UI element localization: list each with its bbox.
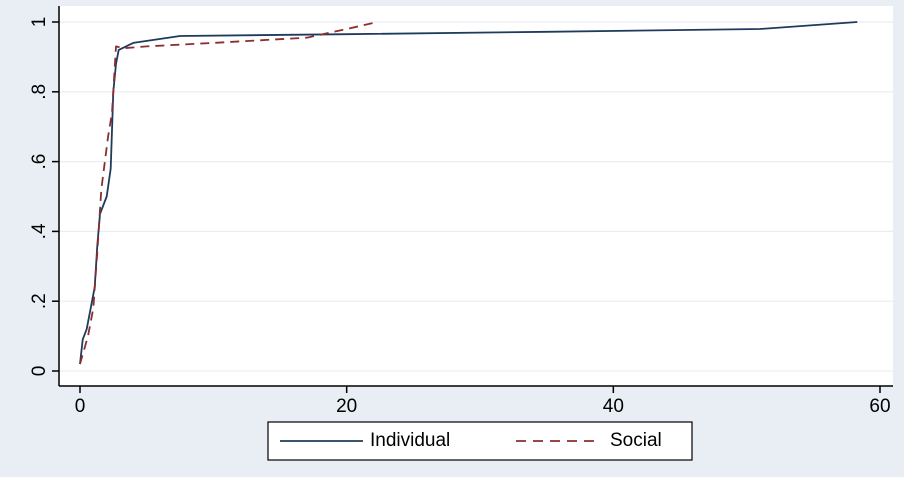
plot-area bbox=[59, 6, 893, 386]
x-tick-label: 40 bbox=[603, 396, 624, 417]
y-tick-label: 0 bbox=[29, 366, 50, 377]
legend-label-individual: Individual bbox=[370, 430, 450, 451]
x-tick-label: 60 bbox=[869, 396, 890, 417]
series-lines bbox=[79, 21, 858, 365]
y-tick-label: .6 bbox=[29, 154, 50, 170]
y-axis-ticks: 0 .2 .4 .6 .8 1 bbox=[29, 17, 59, 377]
series-line-individual bbox=[79, 21, 858, 365]
y-tick-label: .4 bbox=[29, 223, 50, 239]
gridlines bbox=[59, 21, 893, 372]
y-tick-label: 1 bbox=[29, 17, 50, 28]
legend: Individual Social bbox=[267, 421, 693, 461]
x-tick-label: 0 bbox=[75, 396, 86, 417]
legend-label-social: Social bbox=[610, 430, 662, 451]
y-tick-label: .2 bbox=[29, 293, 50, 309]
series-line-social bbox=[79, 21, 378, 365]
y-tick-label: .8 bbox=[29, 84, 50, 100]
x-axis-ticks: 0 20 40 60 bbox=[75, 386, 891, 417]
x-tick-label: 20 bbox=[336, 396, 357, 417]
